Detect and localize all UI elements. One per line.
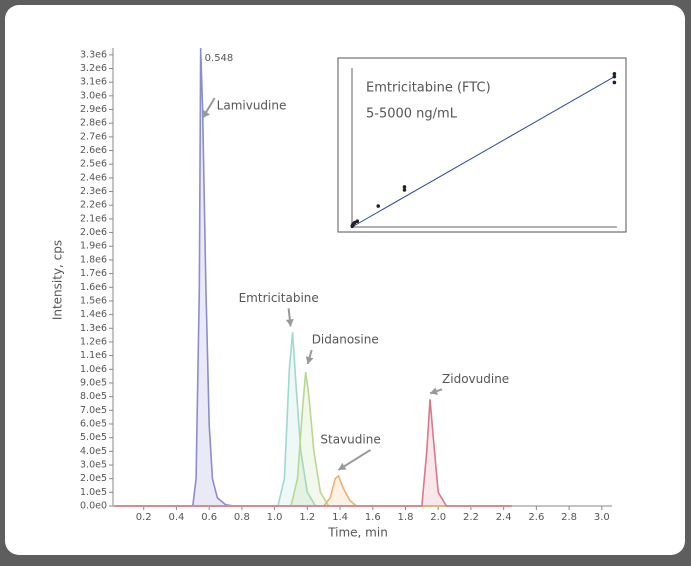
x-tick-label: 3.0 [594,512,610,523]
calibration-point [612,80,617,85]
y-tick-label: 1.5e6 [80,295,107,306]
y-tick-label: 1.4e6 [80,309,107,320]
x-tick-label: 1.2 [299,512,315,523]
annotation-arrowhead [338,462,347,470]
x-tick-label: 2.0 [430,512,446,523]
calibration-point [612,71,617,76]
y-tick-label: 2.5e6 [80,159,107,170]
peak-label: Emtricitabine [239,291,319,305]
x-axis-label: Time, min [327,526,388,540]
x-tick-label: 1.8 [398,512,414,523]
y-tick-label: 1.1e6 [80,350,107,361]
inset-frame [337,57,627,233]
calibration-point [376,204,381,208]
y-tick-label: 3.0e6 [80,90,107,101]
x-tick-label: 0.4 [168,512,184,523]
inset-subtitle: 5-5000 ng/mL [366,107,458,122]
x-tick-label: 0.8 [234,512,250,523]
y-tick-label: 9.0e5 [80,377,107,388]
y-tick-label: 1.3e6 [80,323,107,334]
y-tick-label: 1.0e6 [80,364,107,375]
y-tick-label: 1.9e6 [80,241,107,252]
y-tick-label: 7.0e5 [80,405,107,416]
calibration-point [355,219,360,224]
chromatogram-trace [114,371,512,507]
chromatogram-trace [114,474,512,507]
x-tick-label: 0.6 [201,512,217,523]
y-tick-label: 0.0e0 [80,501,107,512]
annotation-arrowhead [285,318,294,327]
calibration-point [402,185,407,189]
x-tick-label: 1.4 [332,512,348,523]
chromatogram-trace [114,399,512,507]
annotation-arrowhead [430,387,438,395]
y-tick-label: 3.3e6 [80,49,107,60]
chromatogram-trace [114,332,512,507]
y-tick-label: 3.1e6 [80,77,107,88]
peak-label: Didanosine [312,333,379,347]
y-tick-label: 8.0e5 [80,391,107,402]
apex-label: 0.548 [205,53,234,64]
inset-title: Emtricitabine (FTC) [366,81,491,96]
y-tick-label: 1.8e6 [80,254,107,265]
annotation-arrowhead [305,356,314,365]
y-tick-label: 2.7e6 [80,131,107,142]
y-tick-label: 3.2e6 [80,63,107,74]
peak-label: Zidovudine [442,372,509,386]
y-tick-label: 6.0e5 [80,418,107,429]
y-axis-label: Intensity, cps [51,240,65,320]
y-tick-label: 2.9e6 [80,104,107,115]
fit-line [351,76,615,228]
x-tick-label: 1.0 [267,512,283,523]
x-tick-label: 2.2 [463,512,479,523]
y-tick-label: 2.1e6 [80,213,107,224]
y-tick-label: 1.6e6 [80,282,107,293]
peak-label: Stavudine [320,432,380,446]
y-tick-label: 2.3e6 [80,186,107,197]
chromatogram-trace [114,47,512,507]
peak-label: Lamivudine [217,99,287,113]
calibration-point [612,74,617,79]
x-tick-label: 0.2 [136,512,152,523]
y-tick-label: 1.7e6 [80,268,107,279]
calibration-point [402,188,407,192]
x-tick-label: 1.6 [365,512,381,523]
y-tick-label: 1.2e6 [80,336,107,347]
annotation-arrowhead [202,109,210,118]
y-tick-label: 2.0e5 [80,473,107,484]
y-tick-label: 5.0e5 [80,432,107,443]
y-tick-label: 4.0e5 [80,446,107,457]
x-tick-label: 2.8 [561,512,577,523]
x-tick-label: 2.4 [496,512,512,523]
y-tick-label: 1.0e5 [80,487,107,498]
y-tick-label: 2.2e6 [80,200,107,211]
y-tick-label: 3.0e5 [80,459,107,470]
calibration-point [352,220,357,225]
y-tick-label: 2.6e6 [80,145,107,156]
y-tick-label: 2.8e6 [80,118,107,129]
y-tick-label: 2.0e6 [80,227,107,238]
x-tick-label: 2.6 [528,512,544,523]
y-tick-label: 2.4e6 [80,172,107,183]
